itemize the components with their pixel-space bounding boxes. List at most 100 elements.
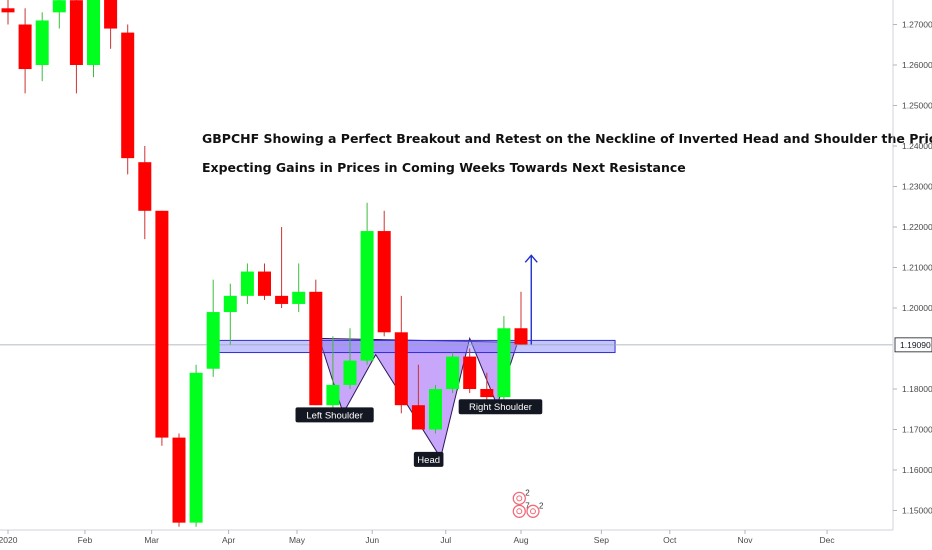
current-price-tag xyxy=(894,337,932,353)
pattern-label: Right Shoulder xyxy=(458,399,543,415)
candle-body xyxy=(104,0,118,29)
y-tick-label: 1.15000 xyxy=(902,506,932,516)
x-tick-label: Mar xyxy=(144,535,159,545)
candle xyxy=(514,291,528,345)
candle xyxy=(155,210,169,446)
candle xyxy=(377,210,391,337)
candle-body xyxy=(258,271,271,296)
x-tick-label: Sep xyxy=(594,535,609,545)
candle-body xyxy=(360,231,374,361)
candle-body xyxy=(189,372,203,523)
x-tick-label: May xyxy=(289,535,306,545)
candle-body xyxy=(240,271,254,296)
candle xyxy=(18,8,32,94)
candle-body xyxy=(463,356,477,389)
candle-body xyxy=(18,24,32,70)
candle-body xyxy=(429,389,442,430)
x-tick-label: Dec xyxy=(820,535,836,545)
candle-body xyxy=(275,295,289,304)
y-tick-label: 1.24000 xyxy=(902,141,932,151)
candle xyxy=(240,263,254,304)
event-badge-icon xyxy=(512,491,526,506)
event-badge: 2 xyxy=(526,501,544,518)
candle xyxy=(360,202,374,365)
candle xyxy=(35,12,49,82)
candle-body xyxy=(138,162,152,211)
neckline-zone xyxy=(212,339,616,354)
candle xyxy=(292,263,306,313)
pattern-label-box xyxy=(458,399,543,415)
candle xyxy=(275,227,289,308)
x-tick-label: Jun xyxy=(365,535,379,545)
y-tick-label: 1.25000 xyxy=(902,101,932,111)
y-tick-label: 1.18000 xyxy=(902,384,932,394)
candle-body xyxy=(69,0,83,66)
candle-body xyxy=(326,384,340,406)
candle-body xyxy=(35,20,49,65)
candle xyxy=(429,384,442,434)
candle xyxy=(138,146,152,240)
target-arrow-layer xyxy=(524,254,538,345)
candle xyxy=(69,0,83,94)
pattern-label-box xyxy=(295,407,374,423)
event-badge-count: 2 xyxy=(525,488,530,497)
event-badges-layer: 27 2 xyxy=(512,488,544,518)
candle-body xyxy=(121,32,135,159)
pattern-label-text: Left Shoulder xyxy=(306,410,363,421)
x-tick-label: Jul xyxy=(440,535,451,545)
y-tick-label: 1.23000 xyxy=(902,182,932,192)
event-badge-count: 2 xyxy=(539,501,544,510)
y-tick-label: 1.27000 xyxy=(902,20,932,30)
y-tick-label: 1.16000 xyxy=(902,465,932,475)
candle-body xyxy=(206,312,220,369)
candle xyxy=(343,328,357,389)
candle xyxy=(87,0,100,78)
candle xyxy=(326,336,340,410)
y-tick-label: 1.21000 xyxy=(902,263,932,273)
annotation-line-2: Expecting Gains in Prices in Coming Week… xyxy=(202,160,686,175)
event-badge-icon-inner xyxy=(516,508,523,515)
event-badge-icon xyxy=(512,504,526,518)
y-tick-label: 1.26000 xyxy=(902,60,932,70)
candle xyxy=(309,279,323,406)
candle-body xyxy=(514,328,528,345)
y-tick-label: 1.22000 xyxy=(902,222,932,232)
candle-body xyxy=(1,8,15,13)
candle-body xyxy=(497,328,511,398)
event-badge-icon xyxy=(526,504,540,518)
event-badge: 2 xyxy=(512,488,530,506)
pattern-label: Head xyxy=(413,451,444,467)
candle xyxy=(52,0,66,29)
x-tick-label: Apr xyxy=(222,535,235,545)
candle xyxy=(206,279,220,377)
candle xyxy=(394,295,408,414)
candle-body xyxy=(411,405,425,430)
candle xyxy=(121,24,135,175)
candle xyxy=(223,283,237,345)
candle-body xyxy=(292,291,306,304)
candle-body xyxy=(155,210,169,438)
x-tick-label: Aug xyxy=(513,535,528,545)
x-tick-label: 2020 xyxy=(0,535,18,545)
candle-body xyxy=(394,332,408,406)
candle xyxy=(446,352,460,394)
pattern-label-text: Right Shoulder xyxy=(469,402,532,413)
candle xyxy=(104,0,118,49)
candle-body xyxy=(309,291,323,406)
y-tick-label: 1.20000 xyxy=(902,303,932,313)
annotation-line-1: GBPCHF Showing a Perfect Breakout and Re… xyxy=(202,131,932,146)
candle xyxy=(411,364,425,430)
pattern-label-box xyxy=(413,451,444,467)
candle-body xyxy=(87,0,100,65)
x-tick-label: Feb xyxy=(78,535,93,545)
y-tick-label: 1.17000 xyxy=(902,425,932,435)
candle-body xyxy=(172,437,186,523)
pattern-labels-layer: Left Shoulder Head Right Shoulder xyxy=(295,399,543,467)
candles-layer xyxy=(1,0,528,527)
pattern-label-text: Head xyxy=(417,455,440,466)
event-badge-count: 7 xyxy=(525,501,530,510)
